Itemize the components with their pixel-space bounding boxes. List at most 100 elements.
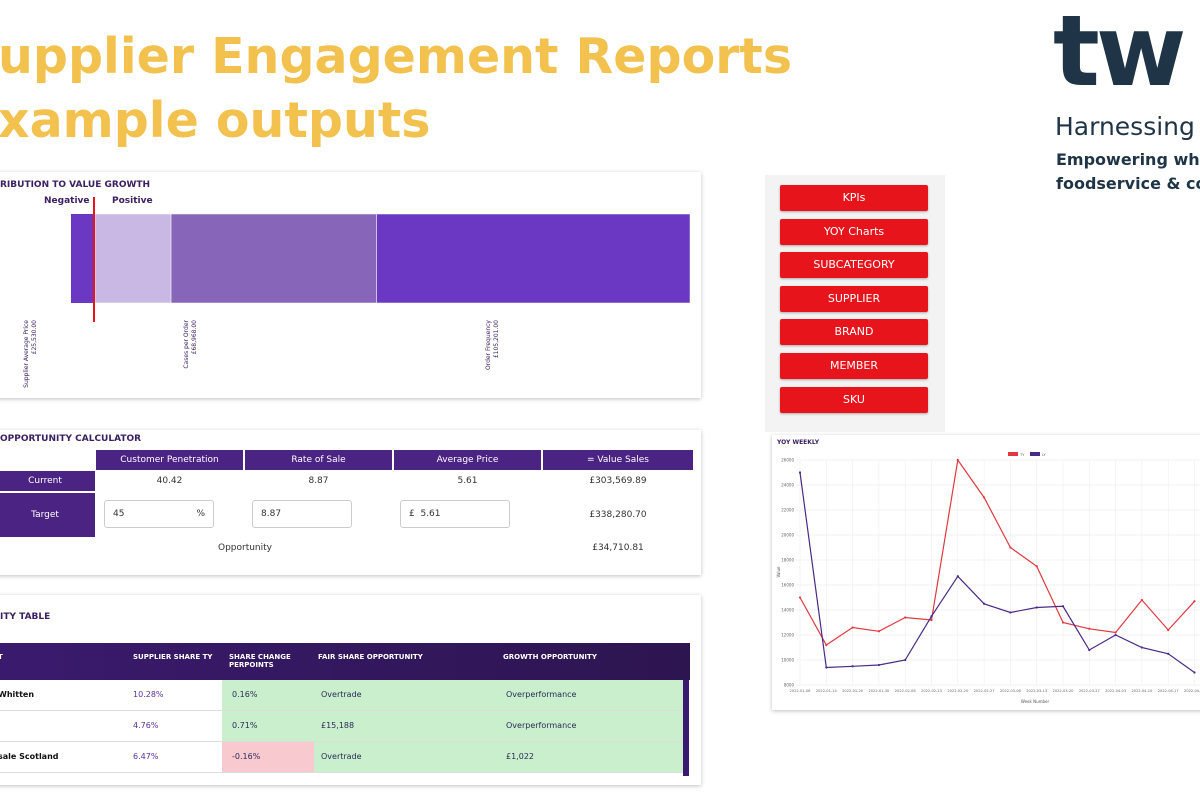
column-header: GROWTH OPPORTUNITY	[503, 653, 597, 661]
input-unit: £	[409, 509, 415, 519]
logo-text: foodservice & co	[1056, 174, 1200, 193]
x-tick-label: 2022-01-30	[868, 689, 890, 693]
column-header: FAIR SHARE OPPORTUNITY	[318, 653, 423, 661]
y-tick-label: 22000	[781, 508, 794, 513]
section-title: ITY TABLE	[0, 612, 51, 622]
row-label: Target	[0, 493, 95, 537]
negative-cell-bg	[222, 742, 314, 772]
y-tick-label: 12000	[781, 633, 794, 638]
scrollbar	[683, 680, 689, 776]
column-header: Average Price	[394, 450, 541, 470]
cell: 5.61	[457, 476, 478, 486]
cell: 0.71%	[232, 721, 258, 730]
contribution-chart: RIBUTION TO VALUE GROWTH Negative Positi…	[0, 180, 691, 388]
x-tick-label: 2022-03-06	[1000, 689, 1022, 693]
cell: 0.16%	[232, 690, 258, 699]
point	[956, 458, 959, 462]
point	[983, 496, 986, 499]
point	[851, 665, 854, 668]
cell: £1,022	[506, 752, 534, 761]
x-tick-label: 2022-04-24	[1184, 689, 1200, 693]
x-axis-label: Week Number	[1021, 699, 1050, 704]
segment-label: Supplier Average Price	[23, 320, 30, 388]
point	[1009, 546, 1012, 549]
menu-button[interactable]: BRAND	[780, 319, 928, 346]
point	[1193, 600, 1196, 603]
column-header: Rate of Sale	[245, 450, 392, 470]
menu-button[interactable]: SKU	[780, 386, 928, 413]
point	[1114, 631, 1117, 634]
point	[1061, 605, 1065, 608]
cell: -0.16%	[232, 752, 261, 761]
cell: 8.87	[308, 476, 329, 486]
logo-text: Empowering who	[1056, 150, 1200, 169]
point	[1061, 621, 1065, 624]
legend-swatch	[1008, 452, 1018, 456]
menu-button[interactable]: MEMBER	[780, 353, 928, 379]
point	[930, 615, 933, 618]
line-chart: YOY WEEKLY Week Number Value 8000 10000 12…	[776, 439, 1200, 704]
point	[1009, 611, 1012, 614]
y-tick-label: 24000	[781, 483, 794, 488]
input-penetration[interactable]: 45 %	[104, 500, 214, 528]
cell: 4.76%	[133, 721, 159, 730]
input-rate[interactable]: 8.87	[252, 500, 352, 528]
row-label: Current	[0, 471, 95, 491]
column-header: Customer Penetration	[96, 450, 243, 470]
x-tick-label: 2022-02-06	[895, 689, 917, 693]
cell: Overtrade	[321, 752, 362, 761]
y-tick-label: 14000	[781, 608, 794, 613]
point	[904, 658, 907, 662]
point	[877, 663, 880, 667]
y-tick-label: 8000	[784, 683, 795, 688]
cell: Overperformance	[506, 721, 577, 730]
cell: 6.47%	[133, 752, 159, 761]
legend-label: LY	[1042, 453, 1047, 457]
row-divider	[0, 741, 683, 742]
point	[930, 618, 933, 622]
x-tick-label: 2022-04-03	[1105, 689, 1126, 693]
menu-button[interactable]: SUPPLIER	[780, 285, 928, 312]
point	[798, 596, 802, 599]
negative-label: Negative	[44, 196, 90, 206]
x-tick-label: 2022-01-06	[790, 689, 812, 693]
segment	[170, 213, 377, 304]
x-tick-label: 2022-03-13	[1026, 689, 1047, 693]
x-tick-label: 2022-02-20	[947, 689, 969, 693]
y-tick-label: 16000	[781, 583, 794, 588]
cell: £338,280.70	[589, 510, 647, 520]
negative-segment	[71, 214, 95, 303]
segment	[94, 213, 172, 304]
point	[1167, 628, 1170, 632]
x-tick-label: 2022-01-20	[842, 689, 864, 693]
menu-button[interactable]: SUBCATEGORY	[780, 252, 928, 279]
point	[904, 616, 907, 619]
positive-label: Positive	[112, 196, 153, 206]
section-title: RIBUTION TO VALUE GROWTH	[0, 180, 150, 190]
column-header: SHARE CHANGE PERPOINTS	[229, 653, 291, 669]
menu-button[interactable]: KPIs	[780, 185, 928, 211]
y-tick-label: 26000	[781, 458, 794, 463]
cell: sale Scotland	[0, 752, 59, 761]
segment-label: Cases per Order	[183, 319, 190, 368]
segment-value: £105,201.00	[493, 320, 500, 358]
row-divider	[0, 772, 683, 773]
point	[1035, 606, 1038, 609]
menu-button[interactable]: YOY Charts	[780, 218, 928, 245]
point	[1140, 646, 1143, 649]
column-header: = Value Sales	[543, 450, 693, 470]
segment-label: Order Frequency	[485, 320, 492, 370]
row-cells-bg	[222, 680, 683, 710]
point	[851, 626, 854, 629]
y-tick-label: 20000	[781, 533, 794, 538]
segment-value: £25,530.00	[31, 320, 38, 355]
input-price[interactable]: £ 5.61	[400, 500, 510, 528]
column-header: T	[0, 653, 3, 661]
input-unit: %	[196, 509, 205, 519]
cell: 10.28%	[133, 690, 164, 699]
opportunity-value: £34,710.81	[592, 543, 644, 553]
point	[877, 630, 880, 633]
x-tick-label: 2022-03-27	[1079, 689, 1100, 693]
input-value: 5.61	[420, 509, 441, 519]
